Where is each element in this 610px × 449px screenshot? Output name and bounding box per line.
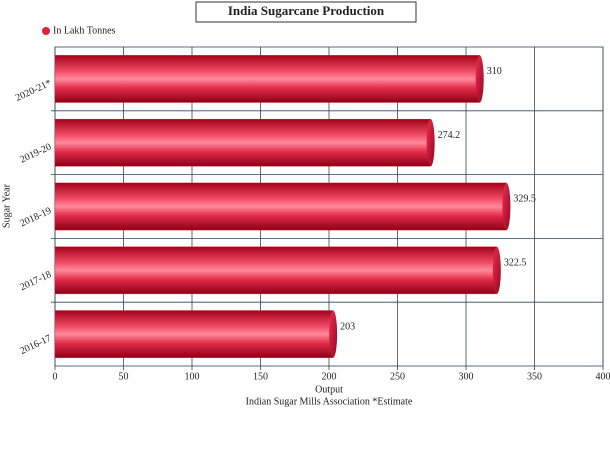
x-tick-label: 0 [53, 371, 58, 382]
bar-cap [492, 246, 501, 294]
y-tick-label: 2018-19 [18, 205, 53, 229]
legend-label: In Lakh Tonnes [53, 25, 116, 36]
value-label: 329.5 [513, 194, 536, 205]
legend-marker [42, 27, 50, 35]
bar [54, 182, 507, 231]
x-tick-label: 400 [596, 371, 610, 382]
bar-cap [329, 310, 338, 358]
x-tick-label: 350 [527, 371, 542, 382]
value-label: 203 [340, 321, 355, 332]
x-tick-label: 200 [322, 371, 337, 382]
y-tick-label: 2016-17 [18, 333, 53, 357]
x-tick-label: 100 [185, 371, 200, 382]
bar-cap [426, 119, 435, 167]
bar-cap [502, 182, 511, 231]
bar [54, 118, 431, 167]
y-tick-label: 2020-21* [14, 78, 53, 104]
caption: Indian Sugar Mills Association *Estimate [246, 396, 413, 407]
chart-title: India Sugarcane Production [228, 3, 385, 18]
y-tick-label: 2019-20 [18, 142, 53, 166]
y-axis-label: Sugar Year [1, 183, 12, 228]
x-tick-label: 250 [390, 371, 405, 382]
bar-cap [475, 55, 484, 103]
title-box [195, 1, 417, 23]
bar [54, 55, 480, 103]
y-tick-label: 2017-18 [18, 269, 53, 293]
x-tick-label: 300 [459, 371, 474, 382]
x-tick-label: 50 [119, 371, 129, 382]
value-label: 322.5 [504, 258, 527, 269]
x-axis-label: Output [315, 384, 343, 395]
x-tick-label: 150 [253, 371, 268, 382]
value-label: 310 [487, 66, 502, 77]
bar [54, 310, 334, 358]
bar [54, 246, 497, 295]
value-label: 274.2 [438, 130, 461, 141]
